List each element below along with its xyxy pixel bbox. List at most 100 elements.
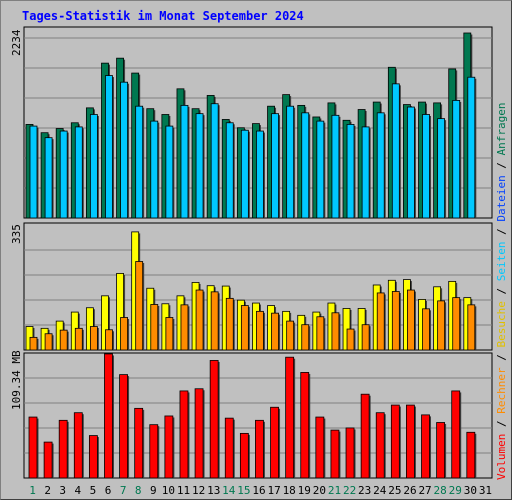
x-tick-label: 10 xyxy=(162,484,175,497)
bar-rechner-day-13 xyxy=(210,291,219,351)
bar-dateien-day-26 xyxy=(407,106,415,219)
bar-volumen-day-13 xyxy=(209,360,219,479)
legend-sep: / xyxy=(495,281,508,302)
bar-dateien-day-3 xyxy=(59,130,68,219)
bar-volumen-day-18 xyxy=(285,356,295,479)
bar-volumen-day-11 xyxy=(179,390,189,479)
bar-dateien-day-18 xyxy=(286,105,295,219)
bar-dateien-day-7 xyxy=(120,81,128,219)
x-tick-label: 26 xyxy=(403,484,416,497)
bar-rechner-day-14 xyxy=(225,297,234,351)
x-tick-label: 4 xyxy=(75,484,82,497)
x-tick-label: 29 xyxy=(449,484,462,497)
bar-rechner-day-10 xyxy=(165,317,174,351)
bar-dateien-day-5 xyxy=(89,114,98,219)
bar-volumen-day-27 xyxy=(421,414,430,479)
bar-rechner-day-22 xyxy=(346,328,355,351)
bar-rechner-day-21 xyxy=(331,312,340,351)
x-tick-label: 15 xyxy=(237,484,250,497)
x-tick-label: 11 xyxy=(177,484,190,497)
bar-volumen-day-23 xyxy=(360,393,370,479)
bar-volumen-day-4 xyxy=(73,412,83,479)
bar-rechner-day-24 xyxy=(376,292,385,351)
middle-scale-label: 335 xyxy=(10,224,23,244)
bar-volumen-day-20 xyxy=(315,416,325,479)
x-tick-label: 18 xyxy=(283,484,296,497)
bar-volumen-day-24 xyxy=(375,412,385,479)
bar-dateien-day-11 xyxy=(180,104,189,219)
bar-dateien-day-24 xyxy=(376,112,385,219)
bar-rechner-day-27 xyxy=(422,308,430,351)
legend: Volumen / Rechner / Besuche / Seiten / D… xyxy=(495,102,508,480)
x-tick-label: 1 xyxy=(29,484,36,497)
bar-dateien-day-17 xyxy=(271,113,279,219)
bar-volumen-day-10 xyxy=(164,415,174,479)
bar-rechner-day-2 xyxy=(44,333,53,351)
bar-volumen-day-26 xyxy=(406,404,415,479)
bar-volumen-day-16 xyxy=(255,419,264,479)
x-tick-label: 16 xyxy=(252,484,265,497)
bar-rechner-day-20 xyxy=(316,316,325,351)
legend-sep: / xyxy=(495,347,508,368)
legend-sep: / xyxy=(495,155,508,176)
bar-dateien-day-13 xyxy=(210,103,219,219)
bar-dateien-day-1 xyxy=(29,125,38,219)
bar-volumen-day-28 xyxy=(436,422,446,479)
x-tick-label: 13 xyxy=(207,484,220,497)
bar-volumen-day-8 xyxy=(134,407,144,479)
bar-dateien-day-12 xyxy=(195,113,204,219)
bar-dateien-day-16 xyxy=(256,130,264,219)
x-tick-label: 20 xyxy=(313,484,326,497)
bar-dateien-day-29 xyxy=(452,100,461,219)
x-tick-label: 30 xyxy=(464,484,477,497)
x-tick-label: 2 xyxy=(44,484,51,497)
x-tick-label: 17 xyxy=(267,484,280,497)
bar-rechner-day-30 xyxy=(467,304,476,351)
legend-rechner: Rechner xyxy=(495,367,508,414)
legend-volumen: Volumen xyxy=(495,433,508,480)
legend-sep: / xyxy=(495,413,508,434)
bar-volumen-day-22 xyxy=(345,427,355,479)
bar-rechner-day-23 xyxy=(361,324,370,351)
bar-volumen-day-3 xyxy=(58,419,68,479)
bar-dateien-day-22 xyxy=(346,124,355,219)
bar-rechner-day-3 xyxy=(59,329,68,351)
bar-volumen-day-21 xyxy=(330,429,340,479)
bar-volumen-day-7 xyxy=(119,374,128,479)
x-tick-label: 27 xyxy=(418,484,431,497)
bar-dateien-day-21 xyxy=(331,114,340,219)
bar-rechner-day-6 xyxy=(105,329,113,351)
legend-sep: / xyxy=(495,221,508,242)
bar-volumen-day-5 xyxy=(88,435,98,479)
bar-volumen-day-25 xyxy=(390,404,400,479)
bar-rechner-day-15 xyxy=(240,305,249,351)
bar-volumen-day-19 xyxy=(300,372,310,479)
bar-dateien-day-4 xyxy=(74,126,83,219)
x-tick-label: 19 xyxy=(298,484,311,497)
bar-rechner-day-17 xyxy=(271,312,279,351)
bar-dateien-day-30 xyxy=(467,76,476,219)
x-tick-label: 12 xyxy=(192,484,205,497)
bar-volumen-day-1 xyxy=(28,416,38,479)
bar-rechner-day-28 xyxy=(437,300,446,351)
bar-rechner-day-11 xyxy=(180,304,189,351)
x-tick-label: 6 xyxy=(105,484,112,497)
x-tick-label: 8 xyxy=(135,484,142,497)
bar-rechner-day-12 xyxy=(195,289,204,351)
x-tick-label: 24 xyxy=(373,484,387,497)
bar-rechner-day-7 xyxy=(120,317,128,351)
bar-rechner-day-8 xyxy=(135,261,144,351)
legend-seiten: Seiten xyxy=(495,241,508,282)
bar-rechner-day-9 xyxy=(150,304,159,351)
bar-dateien-day-20 xyxy=(316,120,325,219)
x-tick-label: 14 xyxy=(222,484,236,497)
x-tick-label: 31 xyxy=(479,484,492,497)
x-tick-label: 22 xyxy=(343,484,356,497)
bar-dateien-day-19 xyxy=(301,112,310,219)
bar-dateien-day-25 xyxy=(391,83,400,219)
x-tick-label: 7 xyxy=(120,484,127,497)
bar-volumen-day-29 xyxy=(451,390,461,479)
top-scale-label: 2234 xyxy=(10,29,23,57)
bar-dateien-day-23 xyxy=(361,126,370,219)
